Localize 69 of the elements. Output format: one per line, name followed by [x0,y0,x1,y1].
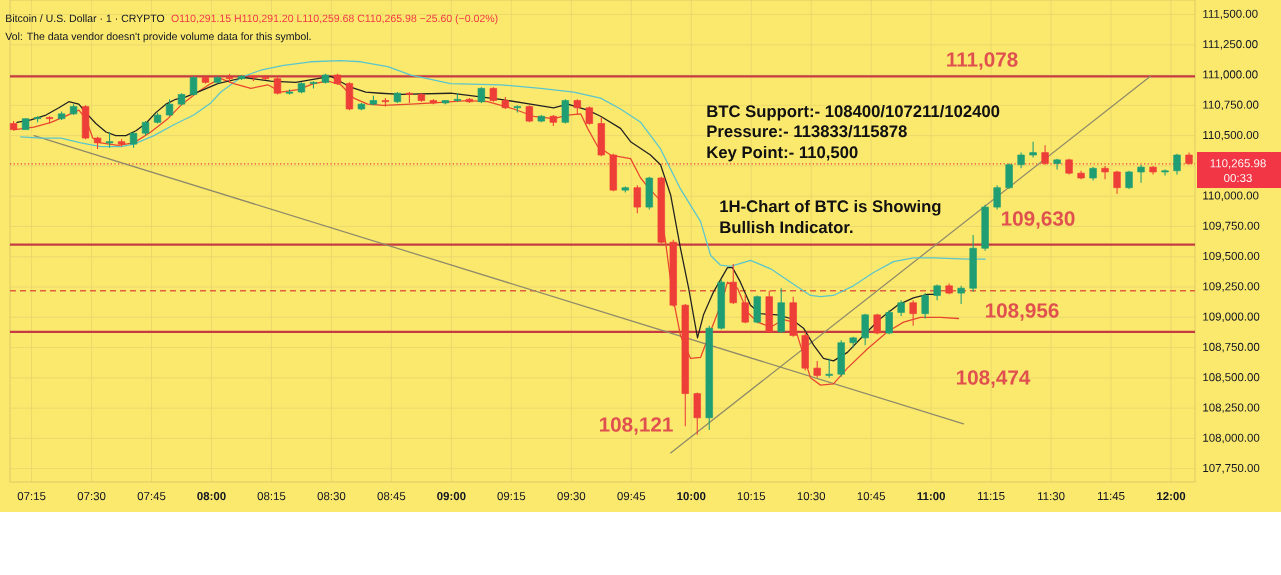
x-tick-label: 09:15 [497,492,526,501]
y-tick-label: 108,750.00 [1203,342,1260,353]
x-tick-label: 09:30 [557,492,586,501]
x-tick-label: 11:45 [1098,492,1125,501]
candlestick [909,299,917,327]
y-tick-label: 109,500.00 [1203,252,1260,262]
x-tick-label: 11:00 [917,492,946,501]
candlestick [1101,165,1109,180]
y-tick-label: 111,000.00 [1203,70,1258,80]
y-tick-label: 110,000.00 [1203,191,1259,201]
x-tick-label: 10:15 [737,492,766,501]
candlestick [921,292,929,320]
candlestick [729,263,737,305]
text: 00:33 [1224,173,1252,183]
x-tick-label: 11:15 [978,492,1005,501]
y-tick-label: 110,500.00 [1203,130,1259,141]
x-tick-label: 07:30 [77,492,106,501]
annotation: 1H-Chart of BTC is Showing [720,199,941,216]
annotation: Key Point:- 110,500 [707,145,858,162]
y-tick-label: 107,750.00 [1203,463,1260,474]
y-tick-label: 108,000.00 [1203,433,1260,444]
text: Bitcoin / U.S. Dollar · 1 · CRYPTO [6,14,165,23]
annotation: 109,630 [1001,211,1075,229]
candlestick [957,285,965,305]
y-tick-label: 109,750.00 [1203,221,1260,232]
x-tick-label: 10:00 [677,492,706,501]
annotation: 108,121 [599,417,673,435]
annotation: 111,078 [947,52,1018,70]
annotation: Pressure:- 113833/115878 [707,124,907,138]
x-tick-label: 08:00 [197,492,226,501]
candlestick [993,184,1001,211]
candlestick [633,184,641,214]
y-tick-label: 109,000.00 [1203,312,1260,323]
x-tick-label: 08:45 [377,492,406,501]
x-tick-label: 08:30 [317,492,346,501]
x-tick-label: 11:30 [1038,492,1065,501]
candlestick [1053,158,1061,171]
candlestick [1029,141,1037,158]
candlestick [885,309,893,335]
candlestick [741,293,749,324]
x-tick-label: 10:30 [797,492,826,501]
candlestick [189,75,198,97]
y-tick-label: 111,500.00 [1203,9,1258,20]
x-tick-label: 07:15 [17,492,46,501]
y-tick-label: 108,250.00 [1203,403,1260,413]
ref-line-label: 110,265.98 [1210,159,1266,169]
y-tick-label: 108,500.00 [1203,373,1260,383]
candlestick [825,357,833,379]
annotation: 108,474 [956,370,1031,388]
x-tick-label: 10:45 [857,492,886,501]
y-tick-label: 110,750.00 [1203,100,1259,111]
x-tick-label: 09:00 [437,492,466,501]
y-tick-label: 109,250.00 [1203,282,1260,292]
candlestick [1041,144,1049,166]
candlestick [1137,164,1145,184]
x-tick-label: 12:00 [1157,492,1186,501]
annotation: BTC Support:- 108400/107211/102400 [707,104,1000,121]
candlestick [1005,162,1013,190]
annotation: Vol: The data vendor doesn't provide volume data for this symbol. [5,32,311,43]
candlestick [1161,169,1169,177]
x-tick-label: 08:15 [257,492,286,501]
y-tick-label: 111,250.00 [1203,40,1258,50]
x-tick-label: 07:45 [137,492,166,501]
text: O110,291.15 H110,291.20 L110,259.68 C110,265.98 −25.60 (−0.02%) [171,14,498,25]
candlestick [861,313,869,346]
x-tick-label: 09:45 [617,492,646,501]
annotation: 108,956 [985,303,1059,321]
candlestick [561,98,569,125]
annotation: Bullish Indicator. [720,220,853,234]
